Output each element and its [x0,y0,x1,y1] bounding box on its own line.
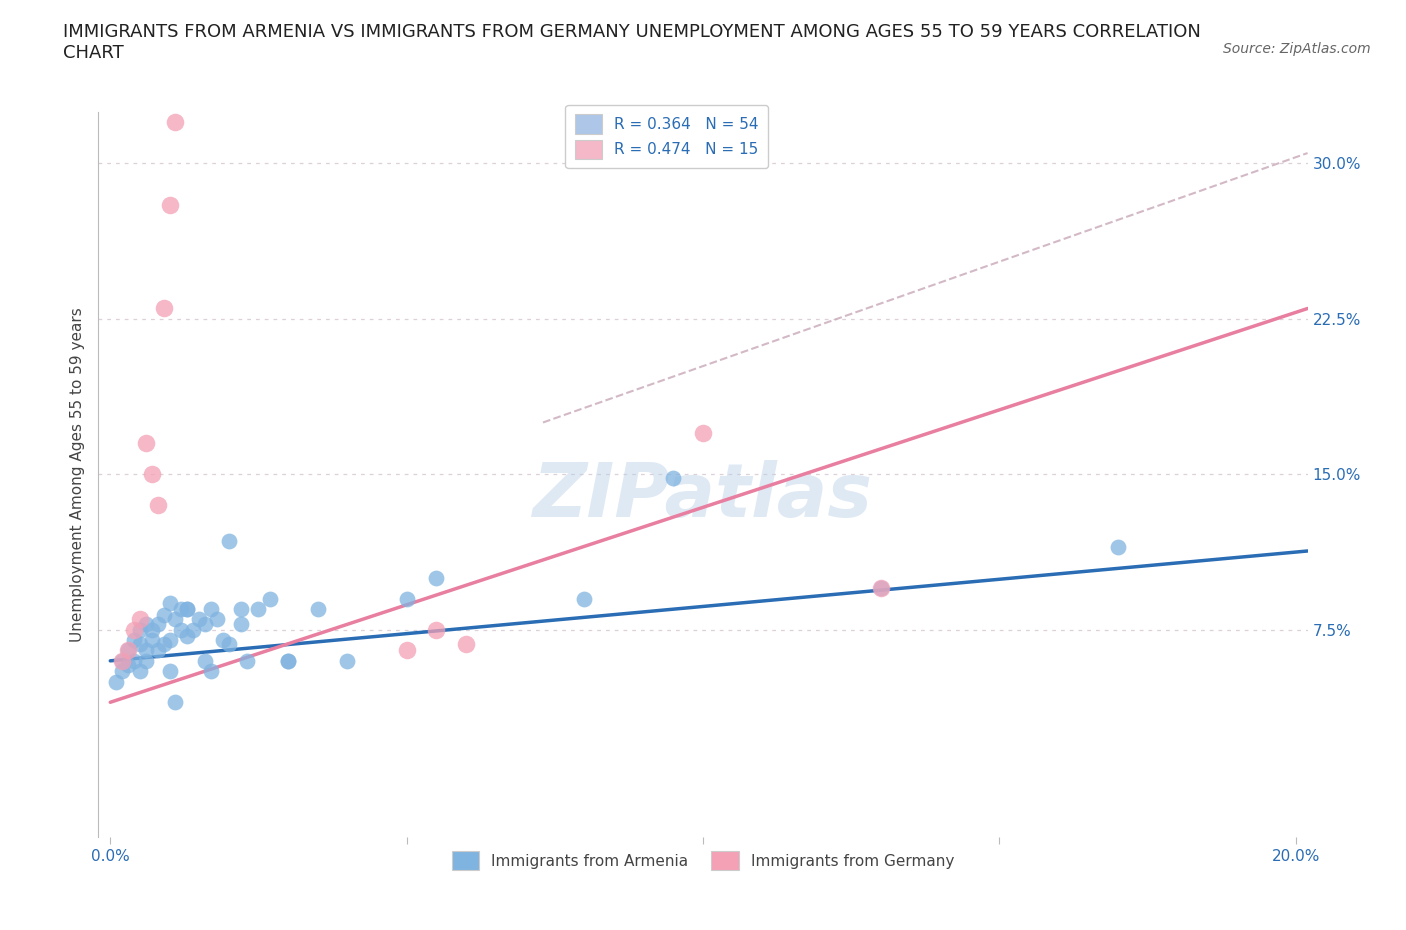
Point [176,629,198,644]
Point [229,616,252,631]
Point [159,197,181,212]
Point [111,654,134,669]
Text: ZIPatlas: ZIPatlas [533,459,873,533]
Point [170,622,193,637]
Point [200,664,222,679]
Point [170,602,193,617]
Point [277,654,299,669]
Point [218,637,240,652]
Point [277,654,299,669]
Point [135,616,157,631]
Point [141,622,163,637]
Point [869,581,891,596]
Point [200,602,222,617]
Point [122,622,145,637]
Point [425,622,447,637]
Point [176,602,198,617]
Point [395,643,418,658]
Point [122,632,145,647]
Point [165,612,187,627]
Point [111,654,134,669]
Point [105,674,128,689]
Point [181,622,204,637]
Point [159,632,181,647]
Point [212,632,235,647]
Point [146,498,169,512]
Point [159,664,181,679]
Text: IMMIGRANTS FROM ARMENIA VS IMMIGRANTS FROM GERMANY UNEMPLOYMENT AMONG AGES 55 TO: IMMIGRANTS FROM ARMENIA VS IMMIGRANTS FR… [63,23,1201,62]
Point [662,471,685,485]
Point [141,632,163,647]
Point [188,612,211,627]
Point [247,602,270,617]
Point [336,654,359,669]
Point [152,637,174,652]
Point [141,467,163,482]
Point [574,591,596,606]
Point [117,643,139,658]
Point [176,602,198,617]
Point [425,570,447,585]
Text: Source: ZipAtlas.com: Source: ZipAtlas.com [1223,42,1371,56]
Point [129,637,152,652]
Point [135,643,157,658]
Point [869,581,891,596]
Legend: Immigrants from Armenia, Immigrants from Germany: Immigrants from Armenia, Immigrants from… [446,844,960,876]
Point [111,664,134,679]
Point [122,654,145,669]
Point [395,591,418,606]
Point [129,622,152,637]
Point [117,658,139,672]
Point [692,425,714,440]
Point [194,654,217,669]
Point [307,602,329,617]
Point [454,637,477,652]
Point [146,643,169,658]
Point [135,654,157,669]
Point [152,301,174,316]
Point [129,612,152,627]
Point [146,616,169,631]
Point [135,436,157,451]
Point [259,591,281,606]
Point [129,664,152,679]
Point [1107,539,1129,554]
Point [205,612,228,627]
Point [218,533,240,548]
Y-axis label: Unemployment Among Ages 55 to 59 years: Unemployment Among Ages 55 to 59 years [69,307,84,642]
Point [229,602,252,617]
Point [117,643,139,658]
Point [194,616,217,631]
Point [159,595,181,610]
Point [152,608,174,623]
Point [165,114,187,129]
Point [235,654,257,669]
Point [165,695,187,710]
